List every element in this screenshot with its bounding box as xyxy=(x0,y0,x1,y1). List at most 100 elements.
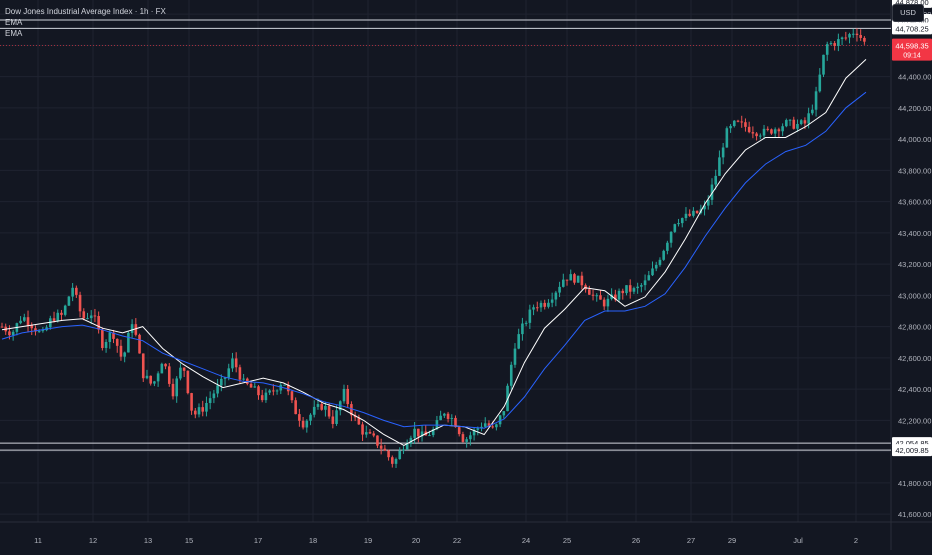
candle-up xyxy=(443,413,446,416)
candle-down xyxy=(621,290,625,294)
candle-down xyxy=(417,428,420,437)
currency-button[interactable]: USD xyxy=(892,4,924,22)
candle-down xyxy=(368,432,372,434)
ema-slow-label[interactable]: EMA xyxy=(5,29,23,38)
symbol-title[interactable]: Dow Jones Industrial Average Index · 1h … xyxy=(5,7,166,16)
candle-up xyxy=(825,44,829,55)
candle-up xyxy=(561,279,565,287)
candle-down xyxy=(327,405,331,417)
candle-down xyxy=(755,133,758,137)
candle-up xyxy=(123,352,126,357)
candle-up xyxy=(56,312,60,321)
candle-up xyxy=(732,120,736,127)
candle-up xyxy=(840,37,844,40)
candle-down xyxy=(8,331,11,336)
y-tick-label: 42,400.00 xyxy=(898,385,931,394)
candle-down xyxy=(164,363,167,367)
candle-up xyxy=(104,342,108,348)
candle-down xyxy=(134,324,138,335)
candle-up xyxy=(283,384,286,386)
candle-up xyxy=(692,210,695,216)
x-tick-label: 12 xyxy=(89,536,97,545)
candle-up xyxy=(617,290,621,300)
candle-up xyxy=(796,124,799,129)
candle-up xyxy=(450,417,454,419)
candle-up xyxy=(439,415,442,421)
candle-up xyxy=(532,307,535,310)
x-tick-label: 19 xyxy=(364,536,372,545)
y-tick-label: 44,200.00 xyxy=(898,104,931,113)
candle-down xyxy=(777,129,781,132)
y-tick-label: 41,600.00 xyxy=(898,510,931,519)
candle-up xyxy=(420,431,424,437)
candle-up xyxy=(23,317,26,321)
y-tick-label: 42,800.00 xyxy=(898,323,931,332)
y-tick-label: 43,000.00 xyxy=(898,291,931,300)
candle-up xyxy=(483,423,487,427)
candle-up xyxy=(89,315,93,319)
candle-down xyxy=(792,119,796,129)
candle-up xyxy=(781,126,784,132)
candle-down xyxy=(78,294,82,312)
candle-down xyxy=(298,414,301,421)
candle-down xyxy=(580,275,584,286)
candle-down xyxy=(260,395,264,401)
candle-down xyxy=(238,367,242,380)
candle-down xyxy=(353,415,357,418)
candle-up xyxy=(625,285,628,294)
candle-up xyxy=(231,358,234,369)
ema-slow-line[interactable] xyxy=(1,91,867,429)
candle-down xyxy=(372,433,376,436)
candle-up xyxy=(521,323,524,335)
candle-up xyxy=(469,435,472,440)
candle-down xyxy=(543,302,547,307)
candle-down xyxy=(294,400,297,415)
candle-down xyxy=(301,420,305,428)
candle-up xyxy=(684,213,688,219)
candle-down xyxy=(60,312,63,315)
candle-up xyxy=(502,411,506,416)
candle-down xyxy=(272,390,275,392)
candle-down xyxy=(30,325,34,329)
candle-up xyxy=(647,275,651,281)
candle-up xyxy=(130,324,134,333)
candle-up xyxy=(153,381,156,384)
candle-up xyxy=(799,120,803,125)
candle-up xyxy=(86,318,89,320)
candle-up xyxy=(680,218,684,224)
candle-up xyxy=(476,428,480,430)
candle-down xyxy=(346,388,350,405)
candle-down xyxy=(736,120,740,122)
y-tick-label: 43,200.00 xyxy=(898,260,931,269)
candle-up xyxy=(264,392,268,401)
candle-up xyxy=(275,390,279,392)
candle-up xyxy=(216,385,219,394)
candle-up xyxy=(807,113,810,124)
candle-up xyxy=(658,259,662,265)
x-tick-label: 27 xyxy=(687,536,695,545)
ema-fast-line[interactable] xyxy=(1,59,867,446)
candle-up xyxy=(223,377,227,379)
candle-up xyxy=(127,332,130,353)
candle-up xyxy=(651,268,654,276)
candle-up xyxy=(851,33,855,35)
candle-down xyxy=(855,33,859,36)
ema-fast-label[interactable]: EMA xyxy=(5,18,23,27)
candle-down xyxy=(461,434,465,442)
x-tick-label: 17 xyxy=(254,536,262,545)
candle-up xyxy=(666,242,669,251)
candle-up xyxy=(710,184,714,200)
level-price-label: 42,054.85 xyxy=(895,439,928,448)
candle-up xyxy=(547,302,550,307)
candle-down xyxy=(167,366,171,384)
candle-down xyxy=(290,391,294,401)
candle-up xyxy=(569,274,573,281)
candle-down xyxy=(688,213,691,216)
candle-down xyxy=(751,132,755,134)
candle-up xyxy=(428,435,431,437)
candle-down xyxy=(383,448,387,451)
candle-up xyxy=(721,147,725,158)
candle-up xyxy=(606,298,610,307)
